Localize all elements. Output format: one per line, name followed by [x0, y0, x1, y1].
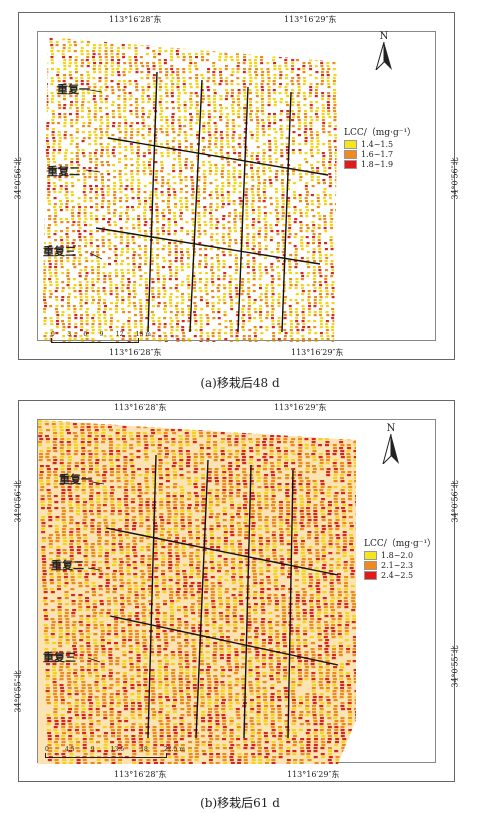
field-map-a [42, 37, 338, 342]
scale-tick: 4.5 [64, 746, 75, 753]
lon-bottom-left: 113°16′28″东 [114, 770, 167, 779]
crop-rows [42, 37, 338, 342]
replicate-label-3: 重复三 [43, 245, 76, 258]
scale-tick: 6 [83, 331, 88, 338]
scale-tick: 15 m [135, 331, 151, 338]
legend-label: 1.6~1.7 [361, 150, 394, 159]
legend-a: LCC/（mg·g⁻¹） 1.4~1.5 1.6~1.7 1.8~1.9 [344, 125, 416, 170]
plot-boundaries [85, 71, 329, 333]
north-arrow-icon [382, 433, 399, 466]
replicate-label-1: 重复一 [59, 473, 92, 486]
legend-swatch [364, 571, 377, 580]
legend-label: 2.4~2.5 [381, 571, 414, 580]
scale-bar-a: 0 3 6 9 12 15 m [51, 331, 151, 343]
legend-swatch [364, 561, 377, 570]
legend-title: LCC/（mg·g⁻¹） [364, 539, 437, 549]
north-arrow: N [374, 31, 394, 73]
replicate-label-2: 重复二 [51, 559, 84, 572]
plot-boundaries [87, 454, 339, 739]
lon-top-left: 113°16′28″东 [114, 403, 167, 412]
scale-line [51, 338, 139, 343]
lat-left-bottom: 34°0′55″北 [13, 670, 23, 713]
lon-bottom-left: 113°16′28″东 [109, 348, 162, 357]
legend-item: 1.8~2.0 [364, 551, 436, 560]
north-arrow-icon [374, 41, 392, 72]
north-label: N [386, 423, 396, 434]
legend-label: 1.8~1.9 [361, 160, 394, 169]
caption-a: (a)移栽后48 d [200, 376, 280, 390]
legend-label: 2.1~2.3 [381, 561, 414, 570]
lon-bottom-right: 113°16′29″东 [287, 770, 340, 779]
lat-right-bottom: 34°0′55″北 [450, 645, 460, 688]
scale-tick: 9 [99, 331, 104, 338]
north-arrow: N [381, 423, 401, 467]
legend-item: 2.1~2.3 [364, 561, 436, 570]
scale-tick: 3 [67, 331, 72, 338]
legend-item: 1.8~1.9 [344, 160, 416, 169]
legend-item: 2.4~2.5 [364, 571, 436, 580]
scale-bar-b: 0 4.5 9 13.5 18 22.5 m [45, 746, 185, 758]
field-map-b [38, 420, 356, 764]
map-frame-b [37, 419, 436, 764]
map-panel-a: 113°16′28″东 113°16′29″东 113°16′28″东 113°… [14, 12, 459, 360]
legend-item: 1.6~1.7 [344, 150, 416, 159]
scale-tick: 9 [90, 746, 95, 753]
caption-b: (b)移栽后61 d [200, 796, 280, 810]
scale-tick: 22.5 m [163, 746, 185, 753]
legend-swatch [344, 140, 357, 149]
scale-ticks: 0 4.5 9 13.5 18 22.5 m [45, 746, 185, 753]
scale-line [45, 753, 167, 758]
legend-title: LCC/（mg·g⁻¹） [344, 128, 417, 138]
map-frame-a [37, 31, 436, 342]
scale-tick: 13.5 [110, 746, 125, 753]
legend-b: LCC/（mg·g⁻¹） 1.8~2.0 2.1~2.3 2.4~2.5 [364, 536, 436, 581]
lon-bottom-right: 113°16′29″东 [291, 348, 344, 357]
lon-top-left: 113°16′28″东 [109, 15, 162, 24]
replicate-label-2: 重复二 [47, 165, 80, 178]
north-label: N [379, 31, 389, 42]
lat-left-top: 34°0′56″北 [13, 480, 23, 523]
map-panel-b: 113°16′28″东 113°16′29″东 113°16′28″东 113°… [14, 400, 459, 782]
legend-swatch [344, 160, 357, 169]
scale-tick: 0 [45, 746, 49, 753]
legend-swatch [344, 150, 357, 159]
scale-tick: 18 [140, 746, 148, 753]
replicate-label-3: 重复三 [43, 651, 76, 664]
lat-right: 34°0′56″北 [450, 157, 460, 200]
legend-item: 1.4~1.5 [344, 140, 416, 149]
legend-swatch [364, 551, 377, 560]
legend-label: 1.4~1.5 [361, 140, 394, 149]
lat-left: 34°0′56″北 [13, 157, 23, 200]
legend-label: 1.8~2.0 [381, 551, 414, 560]
scale-tick: 0 [51, 331, 55, 338]
scale-tick: 12 [115, 331, 124, 338]
lat-right-top: 34°0′56″北 [450, 480, 460, 523]
replicate-label-1: 重复一 [57, 83, 90, 96]
lon-top-right: 113°16′29″东 [274, 403, 327, 412]
scale-ticks: 0 3 6 9 12 15 m [51, 331, 151, 338]
lon-top-right: 113°16′29″东 [284, 15, 337, 24]
